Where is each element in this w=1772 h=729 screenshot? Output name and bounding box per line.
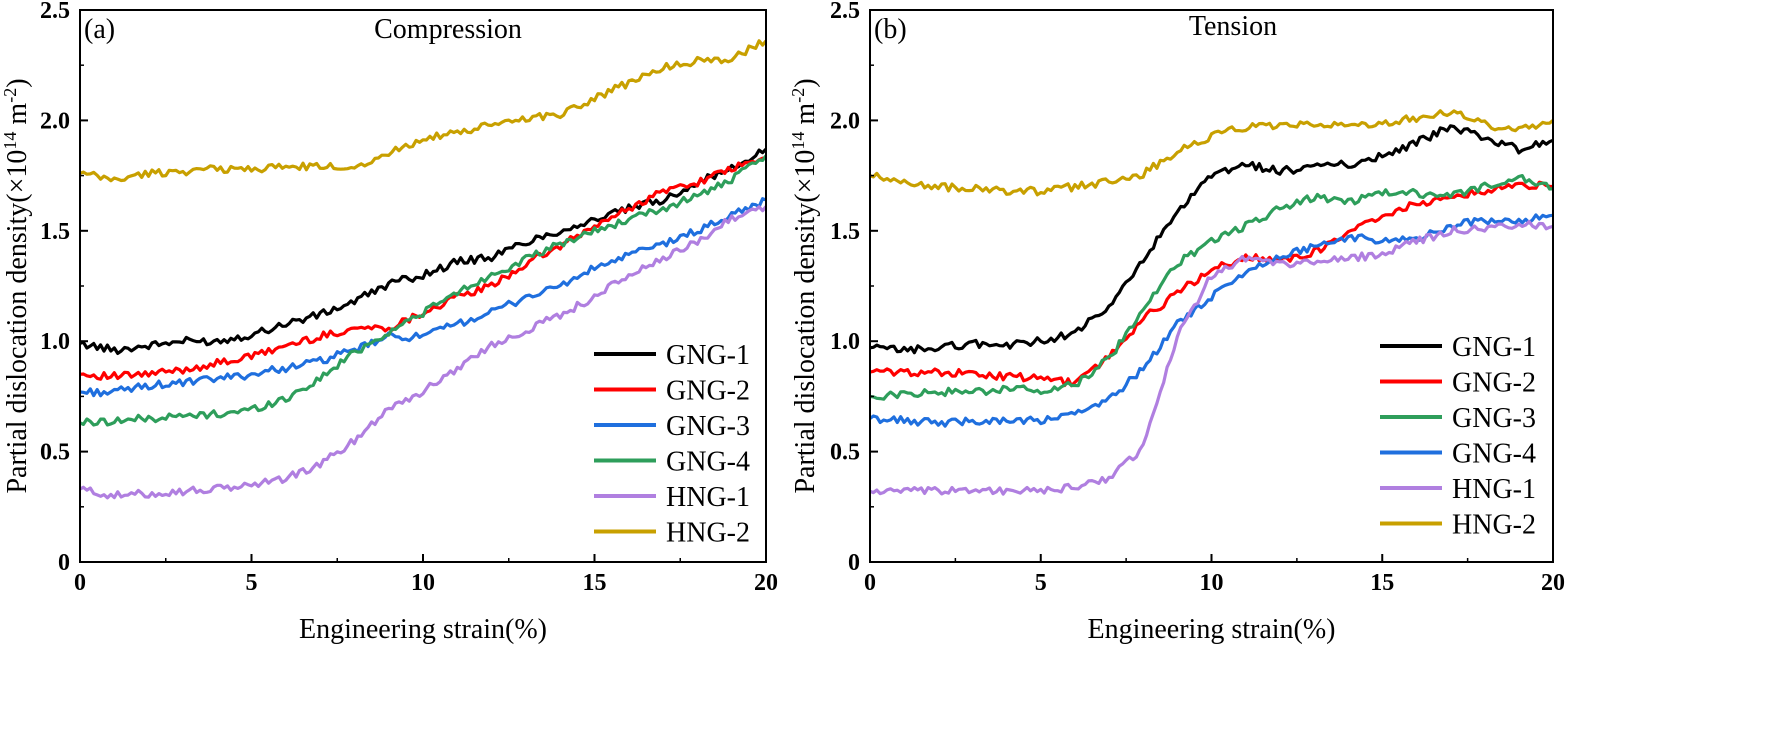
x-tick-label: 20 bbox=[1541, 570, 1565, 596]
y-tick-label: 0.5 bbox=[40, 440, 70, 466]
series-line-hng-2 bbox=[870, 109, 1553, 197]
x-tick-label: 0 bbox=[74, 570, 86, 596]
y-tick-label: 1.5 bbox=[830, 219, 860, 245]
y-axis-label-prefix: Partial dislocation density(×10 bbox=[2, 150, 33, 494]
y-tick-label: 2.5 bbox=[830, 0, 860, 24]
series-line-gng-2 bbox=[870, 180, 1553, 388]
y-axis-label-mid: m bbox=[790, 103, 821, 132]
plot-frame-tension bbox=[869, 9, 1554, 563]
x-tick-label: 0 bbox=[864, 570, 876, 596]
legend-label-gng-1: GNG-1 bbox=[1452, 332, 1536, 363]
x-tick-label: 10 bbox=[411, 570, 435, 596]
chart-title-compression: Compression bbox=[374, 14, 522, 45]
legend-label-hng-1: HNG-1 bbox=[1452, 474, 1536, 505]
x-axis-label-compression: Engineering strain(%) bbox=[299, 614, 547, 645]
plot-lines-compression bbox=[80, 39, 766, 500]
legend-label-gng-2: GNG-2 bbox=[1452, 368, 1536, 399]
y-axis-label-prefix: Partial dislocation density(×10 bbox=[790, 150, 821, 494]
x-axis-label-tension: Engineering strain(%) bbox=[1087, 614, 1335, 645]
legend-compression: GNG-1 GNG-2 GNG-3 GNG-4 HNG-1 HNG-2 bbox=[594, 340, 750, 549]
series-line-hng-2 bbox=[80, 39, 766, 183]
y-axis-label-exp1: 14 bbox=[0, 132, 20, 150]
y-tick-label: 0.5 bbox=[830, 440, 860, 466]
chart-title-tension: Tension bbox=[1189, 11, 1277, 42]
series-line-gng-4 bbox=[80, 154, 766, 427]
panel-label-b: (b) bbox=[874, 14, 907, 45]
x-tick-label: 15 bbox=[1370, 570, 1394, 596]
legend-label-gng-4: GNG-4 bbox=[666, 447, 750, 478]
y-tick-label: 2.0 bbox=[40, 108, 70, 134]
y-axis-label-suffix: ) bbox=[2, 78, 33, 87]
ticklabels-tension: 0 5 10 15 20 0 0.5 1.0 1.5 2.0 2.5 bbox=[830, 0, 1565, 596]
legend-label-hng-2: HNG-2 bbox=[666, 518, 750, 549]
legend-label-gng-1: GNG-1 bbox=[666, 340, 750, 371]
x-tick-label: 5 bbox=[246, 570, 258, 596]
ticks-tension bbox=[869, 9, 1554, 563]
series-line-gng-1 bbox=[870, 124, 1553, 355]
panel-tension: 0 5 10 15 20 0 0.5 1.0 1.5 2.0 2.5 (b) Tension Eng… bbox=[788, 0, 1565, 645]
series-line-gng-2 bbox=[80, 156, 766, 381]
y-tick-label: 1.0 bbox=[40, 329, 70, 355]
y-axis-label-tension: Partial dislocation density(×1014 m-2) bbox=[788, 78, 821, 493]
y-axis-label-exp2: -2 bbox=[0, 88, 20, 103]
y-tick-label: 1.5 bbox=[40, 219, 70, 245]
ticks-compression bbox=[79, 9, 767, 563]
y-tick-label: 1.0 bbox=[830, 329, 860, 355]
series-line-hng-1 bbox=[870, 219, 1553, 496]
y-tick-label: 0 bbox=[848, 550, 860, 576]
x-tick-label: 15 bbox=[583, 570, 607, 596]
legend-tension: GNG-1 GNG-2 GNG-3 GNG-4 HNG-1 HNG-2 bbox=[1380, 332, 1536, 541]
series-line-gng-1 bbox=[80, 148, 766, 355]
series-line-hng-1 bbox=[80, 205, 766, 500]
y-tick-label: 0 bbox=[58, 550, 70, 576]
x-tick-label: 5 bbox=[1035, 570, 1047, 596]
series-line-gng-3 bbox=[80, 197, 766, 398]
plot-lines-tension bbox=[870, 109, 1553, 496]
legend-label-gng-3: GNG-3 bbox=[1452, 403, 1536, 434]
legend-label-gng-4: GNG-4 bbox=[1452, 439, 1536, 470]
series-line-gng-3 bbox=[870, 174, 1553, 401]
y-axis-label-exp2: -2 bbox=[788, 88, 808, 103]
y-tick-label: 2.0 bbox=[830, 108, 860, 134]
ticklabels-compression: 0 5 10 15 20 0 0.5 1.0 1.5 2.0 2.5 bbox=[40, 0, 778, 596]
y-axis-label-exp1: 14 bbox=[788, 132, 808, 150]
y-axis-label-compression: Partial dislocation density(×1014 m-2) bbox=[0, 78, 33, 493]
x-tick-label: 20 bbox=[754, 570, 778, 596]
panel-compression: 0 5 10 15 20 0 0.5 1.0 1.5 2.0 2.5 (a) Compression… bbox=[0, 0, 778, 645]
y-axis-label-suffix: ) bbox=[790, 78, 821, 87]
legend-label-hng-1: HNG-1 bbox=[666, 482, 750, 513]
legend-label-gng-2: GNG-2 bbox=[666, 376, 750, 407]
x-tick-label: 10 bbox=[1200, 570, 1224, 596]
y-tick-label: 2.5 bbox=[40, 0, 70, 24]
legend-label-gng-3: GNG-3 bbox=[666, 411, 750, 442]
series-line-gng-4 bbox=[870, 213, 1553, 428]
panel-label-a: (a) bbox=[84, 14, 115, 45]
y-axis-label-mid: m bbox=[2, 103, 33, 132]
legend-label-hng-2: HNG-2 bbox=[1452, 510, 1536, 541]
plot-frame-compression bbox=[79, 9, 767, 563]
